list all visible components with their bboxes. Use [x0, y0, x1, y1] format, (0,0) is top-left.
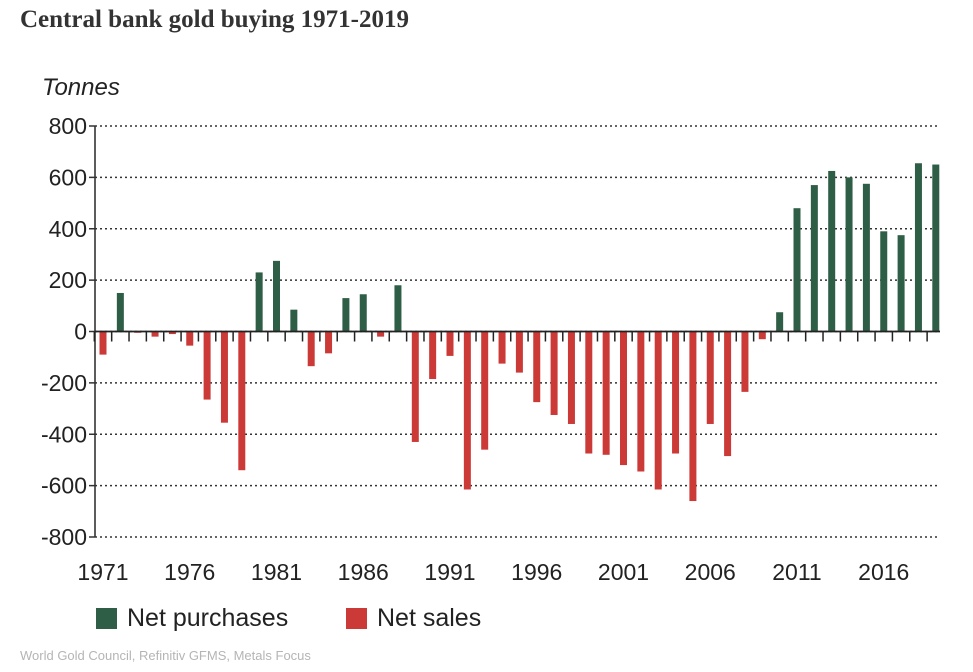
bar-1985 — [342, 298, 350, 332]
bar-2001 — [620, 331, 627, 466]
x-tick-label: 1996 — [511, 559, 562, 585]
x-tick-label: 1991 — [424, 559, 475, 585]
bar-1976 — [186, 331, 194, 346]
bar-1977 — [203, 331, 211, 400]
y-tick-label: 800 — [49, 113, 87, 139]
y-tick-label: 400 — [49, 216, 87, 242]
x-tick-label: 1971 — [77, 559, 128, 585]
legend-swatch-net-sales — [346, 607, 367, 629]
bar-2002 — [637, 331, 645, 472]
bar-2011 — [793, 208, 801, 332]
x-tick-label: 1986 — [338, 559, 389, 585]
bar-2012 — [810, 185, 818, 332]
bar-2010 — [776, 312, 784, 332]
bar-2017 — [897, 235, 905, 332]
bar-1974 — [151, 331, 159, 337]
bar-1998 — [567, 331, 575, 424]
legend-net-sales: Net sales — [346, 603, 481, 633]
bar-2007 — [724, 331, 732, 457]
legend-swatch-net-purchases — [96, 607, 117, 629]
bar-1988 — [394, 285, 402, 332]
y-tick-label: -800 — [41, 524, 87, 550]
bars — [99, 163, 940, 502]
bar-1975 — [168, 331, 176, 335]
bar-1987 — [377, 331, 385, 337]
x-tick-label: 1976 — [164, 559, 215, 585]
bar-1989 — [411, 331, 419, 442]
bar-1978 — [220, 331, 228, 423]
bar-1995 — [515, 331, 523, 373]
x-tick-label: 2011 — [772, 559, 821, 585]
bar-1996 — [533, 331, 541, 403]
y-tick-label: 0 — [74, 319, 87, 345]
bar-2014 — [845, 177, 853, 332]
bar-2018 — [914, 163, 922, 332]
bar-1994 — [498, 331, 506, 364]
y-tick-label: 200 — [49, 267, 87, 293]
bar-1971 — [99, 331, 107, 355]
legend-label-net-purchases: Net purchases — [127, 603, 289, 632]
bar-1981 — [273, 260, 280, 332]
y-axis-unit-label: Tonnes — [42, 74, 120, 101]
bar-1972 — [116, 292, 124, 332]
bar-2000 — [602, 331, 610, 455]
legend-label-net-sales: Net sales — [377, 603, 482, 632]
bar-1980 — [255, 272, 263, 332]
x-tick-label: 2016 — [858, 559, 909, 585]
bar-2013 — [828, 170, 836, 332]
x-axis-tick-labels: 1971 1976 1981 1986 1991 1996 2001 2006 2011 2016 — [77, 559, 909, 585]
bar-1997 — [550, 331, 558, 415]
x-tick-label: 1981 — [251, 559, 302, 585]
bar-2016 — [880, 231, 888, 332]
y-tick-label: 600 — [49, 164, 87, 190]
bar-1993 — [481, 331, 489, 450]
bar-2004 — [672, 331, 680, 454]
bar-1991 — [446, 331, 454, 356]
x-tick-label: 2001 — [598, 559, 649, 585]
bar-2005 — [689, 331, 697, 502]
source-note: World Gold Council, Refinitiv GFMS, Meta… — [20, 648, 311, 663]
y-axis-tick-labels: 800 600 400 200 0 -200 -400 -600 -800 — [41, 113, 87, 550]
bar-1984 — [325, 331, 333, 354]
x-tick-label: 2006 — [685, 559, 736, 585]
bar-1979 — [238, 331, 246, 471]
bar-2003 — [654, 331, 662, 490]
bar-1982 — [290, 309, 298, 332]
axes — [93, 126, 940, 537]
bar-1983 — [307, 331, 315, 367]
bar-2008 — [741, 331, 749, 392]
bar-2019 — [932, 164, 940, 332]
bar-2009 — [758, 331, 766, 340]
bar-1999 — [585, 331, 593, 454]
bar-1986 — [359, 294, 367, 332]
bar-2015 — [862, 183, 870, 332]
bar-2006 — [706, 331, 714, 424]
bar-1992 — [463, 331, 471, 490]
legend-net-purchases: Net purchases — [96, 603, 288, 633]
y-tick-label: -200 — [41, 370, 87, 396]
bar-1990 — [429, 331, 437, 380]
y-tick-label: -400 — [41, 421, 87, 447]
y-tick-label: -600 — [41, 473, 87, 499]
chart-title: Central bank gold buying 1971-2019 — [20, 6, 409, 33]
